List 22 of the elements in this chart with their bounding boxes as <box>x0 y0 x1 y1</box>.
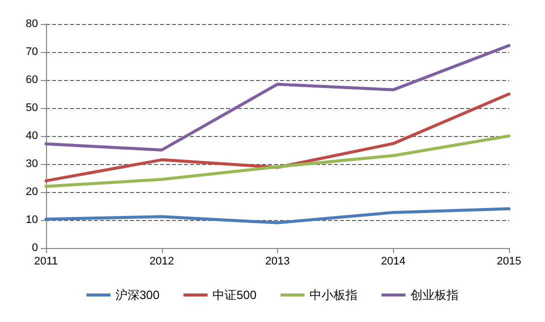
legend-label: 沪深300 <box>115 288 160 302</box>
line-series <box>44 92 510 182</box>
y-tick-label: 20 <box>26 186 38 198</box>
y-tick-label: 80 <box>26 18 38 30</box>
y-tick-label: 30 <box>26 158 38 170</box>
y-tick-label: 60 <box>26 74 38 86</box>
x-tick-label: 2013 <box>265 256 290 268</box>
legend-label: 中小板指 <box>310 288 358 302</box>
y-tick-label: 70 <box>26 46 38 58</box>
legend-label: 中证500 <box>212 288 257 302</box>
line-series <box>44 44 510 152</box>
x-tick-label: 2014 <box>381 256 406 268</box>
y-tick-label: 40 <box>26 130 38 142</box>
x-tick-label: 2015 <box>496 256 522 268</box>
line-series <box>44 207 510 224</box>
y-tick-label: 0 <box>32 242 38 254</box>
legend-label: 创业板指 <box>410 288 459 302</box>
x-tick-label: 2011 <box>34 256 58 268</box>
y-tick-label: 10 <box>26 214 38 226</box>
line-series <box>44 134 510 188</box>
y-tick-label: 50 <box>26 102 38 114</box>
x-tick-label: 2012 <box>150 256 174 268</box>
